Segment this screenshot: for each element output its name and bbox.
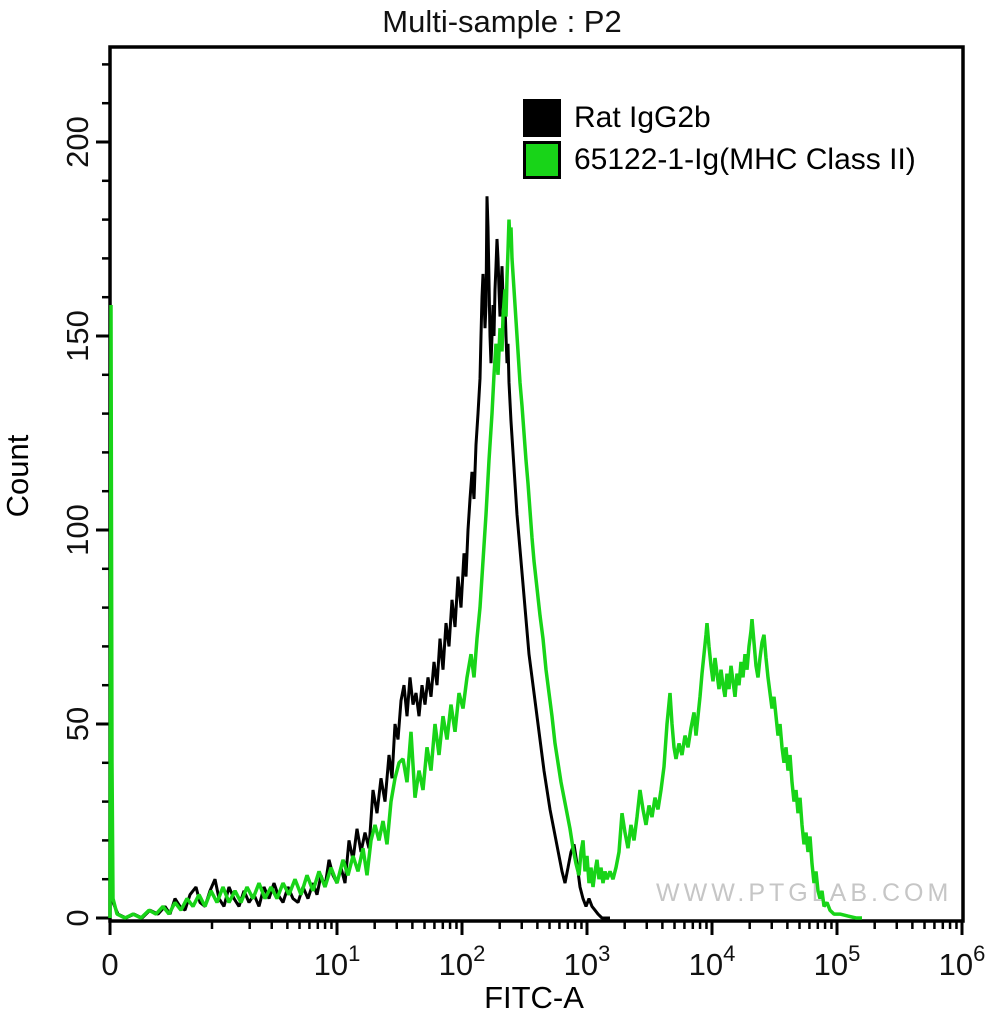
y-tick-label: 0: [60, 909, 95, 926]
legend-item-rat-igg2b: Rat IgG2b: [523, 99, 916, 137]
y-tick-label: 200: [60, 116, 95, 168]
legend-swatch-black: [523, 99, 561, 137]
y-tick-label: 50: [60, 707, 95, 741]
y-axis-title: Count: [0, 434, 35, 518]
x-tick-label: 0: [101, 947, 118, 982]
x-tick-label: 103: [564, 941, 611, 982]
x-tick-label: 105: [814, 941, 861, 982]
x-tick-label: 104: [689, 941, 736, 982]
page-title: Multi-sample : P2: [382, 4, 622, 39]
y-tick-label: 150: [60, 310, 95, 362]
legend: Rat IgG2b 65122-1-Ig(MHC Class II): [523, 99, 916, 184]
y-tick-label: 100: [60, 504, 95, 556]
legend-label-mhc-class-ii: 65122-1-Ig(MHC Class II): [574, 143, 916, 176]
x-tick-label: 102: [439, 941, 486, 982]
x-axis-title: FITC-A: [484, 980, 584, 1015]
legend-label-rat-igg2b: Rat IgG2b: [574, 101, 711, 134]
x-tick-label: 101: [314, 941, 361, 982]
legend-item-mhc-class-ii: 65122-1-Ig(MHC Class II): [523, 141, 916, 179]
histogram-mhc-class-ii: [108, 219, 862, 920]
watermark-text: WWW.PTGLAB.COM: [656, 879, 953, 907]
x-tick-label: 106: [939, 941, 986, 982]
legend-swatch-green: [523, 141, 561, 179]
